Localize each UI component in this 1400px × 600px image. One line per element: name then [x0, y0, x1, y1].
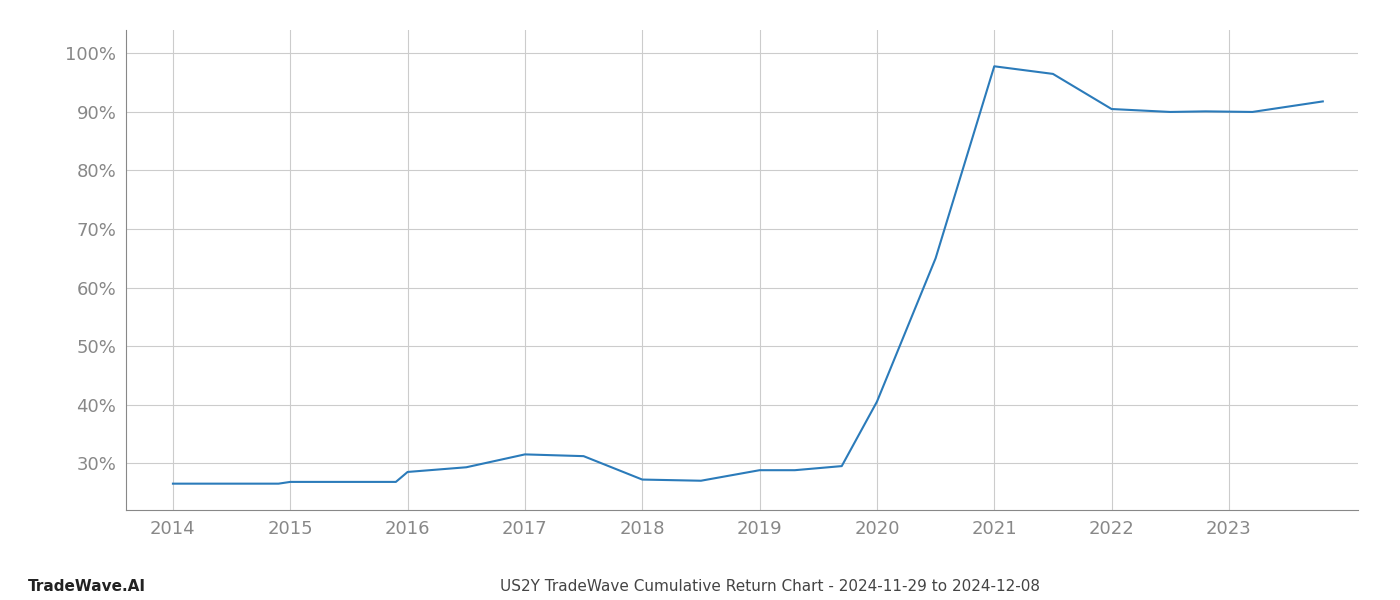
Text: US2Y TradeWave Cumulative Return Chart - 2024-11-29 to 2024-12-08: US2Y TradeWave Cumulative Return Chart -…	[500, 579, 1040, 594]
Text: TradeWave.AI: TradeWave.AI	[28, 579, 146, 594]
